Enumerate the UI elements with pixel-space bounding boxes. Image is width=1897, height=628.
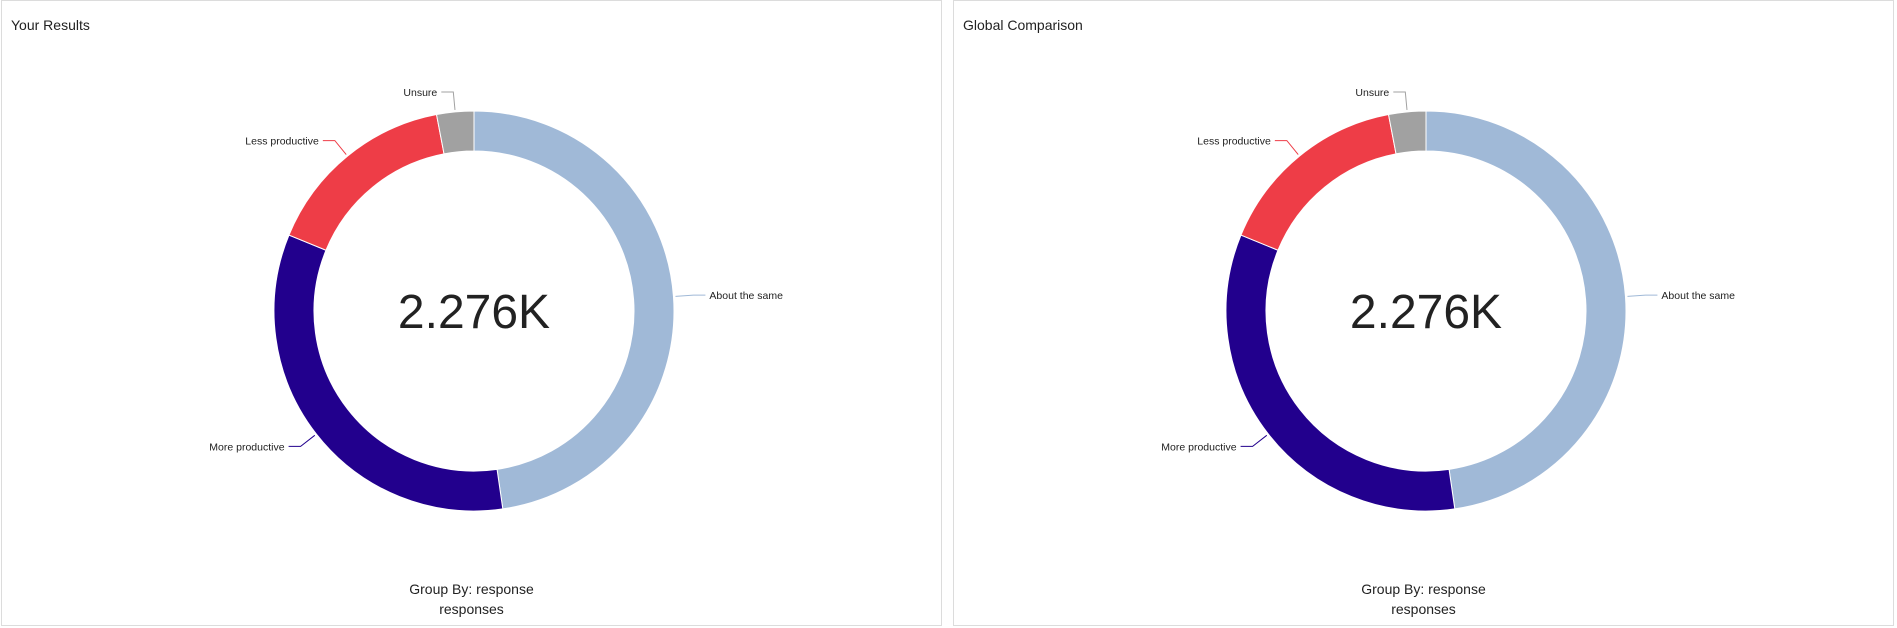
group-by-caption: Group By: response [1361, 581, 1486, 597]
measure-caption: responses [1391, 601, 1456, 617]
donut-labels: About the same More productive Less produc… [209, 87, 783, 453]
slice-label-unsure: Unsure [403, 87, 437, 99]
slice-label-less-productive: Less productive [1197, 136, 1271, 148]
slice-label-unsure: Unsure [1355, 87, 1389, 99]
measure-caption: responses [439, 601, 504, 617]
slice-more-productive[interactable] [273, 234, 504, 512]
leader-line-about-the-same [675, 294, 706, 297]
leader-line-about-the-same [1627, 294, 1658, 297]
your-results-panel: Your Results About the same More producti… [1, 0, 942, 626]
slice-unsure[interactable] [1387, 110, 1427, 155]
panel-title: Your Results [11, 17, 90, 33]
slice-unsure[interactable] [435, 110, 475, 155]
global-comparison-panel: Global Comparison About the same More pro… [953, 0, 1894, 626]
slice-label-about-the-same: About the same [1661, 290, 1735, 302]
leader-line-more-productive [288, 434, 316, 447]
slice-more-productive[interactable] [1225, 234, 1456, 512]
leader-line-more-productive [1240, 434, 1268, 447]
donut-slices [1225, 110, 1627, 512]
slice-about-the-same[interactable] [473, 110, 675, 510]
leader-line-less-productive [322, 140, 347, 155]
slice-label-more-productive: More productive [209, 441, 284, 453]
slice-about-the-same[interactable] [1425, 110, 1627, 510]
center-total-value: 2.276K [398, 286, 550, 339]
donut-slices [273, 110, 675, 512]
center-total-value: 2.276K [1350, 286, 1502, 339]
slice-label-more-productive: More productive [1161, 441, 1236, 453]
slice-label-about-the-same: About the same [709, 290, 783, 302]
donut-chart: About the same More productive Less produc… [1161, 87, 1735, 512]
slice-label-less-productive: Less productive [245, 136, 319, 148]
leader-line-unsure [1393, 91, 1408, 110]
leader-line-less-productive [1274, 140, 1299, 155]
group-by-caption: Group By: response [409, 581, 534, 597]
leader-line-unsure [441, 91, 456, 110]
donut-labels: About the same More productive Less produc… [1161, 87, 1735, 453]
donut-chart: About the same More productive Less produc… [209, 87, 783, 512]
panel-title: Global Comparison [963, 17, 1083, 33]
